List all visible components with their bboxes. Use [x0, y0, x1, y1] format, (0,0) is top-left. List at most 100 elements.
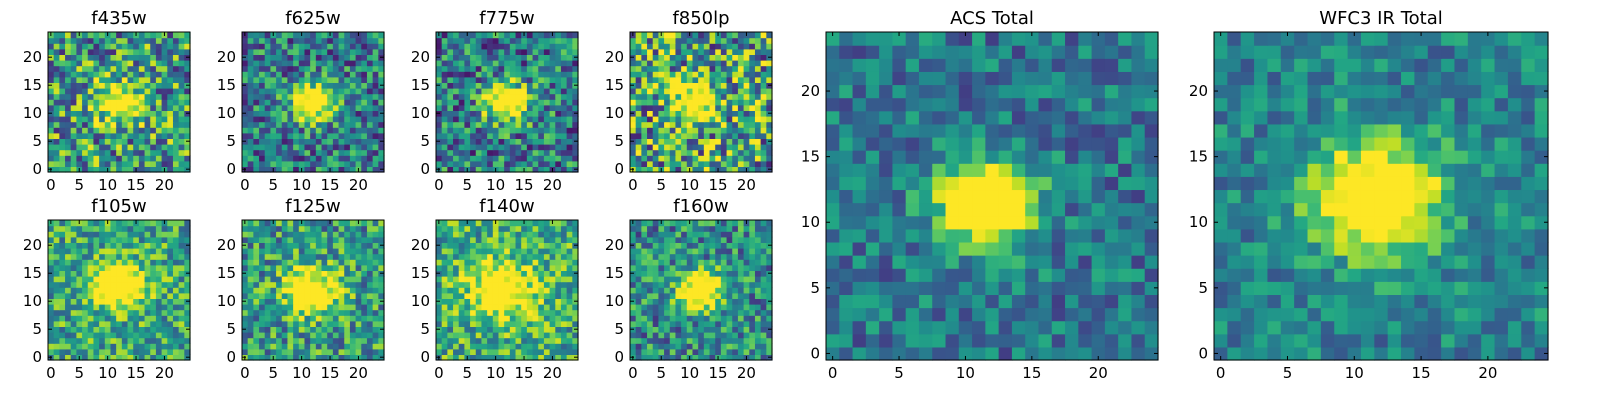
heatmap-cell: [458, 160, 465, 167]
heatmap-cell: [178, 315, 185, 322]
heatmap-cell: [652, 60, 659, 67]
heatmap-cell: [276, 104, 283, 111]
heatmap-cell: [276, 231, 283, 238]
heatmap-cell: [99, 315, 106, 322]
heatmap-cell: [298, 149, 306, 156]
heatmap-cell: [436, 88, 443, 95]
heatmap-cell: [526, 132, 534, 139]
heatmap-cell: [732, 99, 739, 106]
heatmap-cell: [526, 242, 534, 249]
heatmap-cell: [178, 121, 185, 128]
heatmap-cell: [321, 242, 328, 249]
y-tick-label: 5: [226, 320, 236, 338]
heatmap-cell: [133, 144, 140, 151]
heatmap-cell: [521, 281, 528, 288]
heatmap-cell: [138, 259, 146, 266]
heatmap-cell: [127, 43, 134, 50]
heatmap-cell: [321, 320, 328, 327]
heatmap-cell: [242, 121, 249, 128]
heatmap-cell: [675, 54, 682, 61]
heatmap-cell: [447, 82, 454, 89]
heatmap-cell: [116, 309, 123, 316]
heatmap-cell: [378, 160, 385, 167]
heatmap-cell: [464, 99, 471, 106]
heatmap-cell: [167, 43, 174, 50]
heatmap-cell: [332, 60, 340, 67]
heatmap-cell: [572, 304, 579, 311]
heatmap-cell: [470, 264, 477, 271]
heatmap-cell: [549, 253, 556, 260]
heatmap-cell: [247, 71, 254, 78]
heatmap-cell: [138, 225, 146, 232]
heatmap-cell: [549, 337, 556, 344]
heatmap-cell: [298, 292, 306, 299]
heatmap-cell: [715, 132, 722, 139]
heatmap-cell: [332, 225, 340, 232]
heatmap-cell: [110, 48, 117, 55]
heatmap-cell: [715, 99, 722, 106]
heatmap-cell: [436, 332, 443, 339]
heatmap-cell: [310, 149, 317, 156]
heatmap-cell: [532, 292, 539, 299]
heatmap-cell: [247, 309, 254, 316]
heatmap-cell: [658, 121, 665, 128]
heatmap-cell: [641, 76, 648, 83]
heatmap-cell: [658, 93, 665, 100]
heatmap-cell: [492, 231, 500, 238]
heatmap-cell: [515, 116, 522, 123]
heatmap-cell: [543, 155, 551, 162]
heatmap-cell: [76, 270, 83, 277]
heatmap-cell: [332, 155, 340, 162]
y-tick-label: 5: [614, 132, 624, 150]
x-tick-label: 0: [434, 176, 444, 194]
heatmap-cell: [475, 104, 483, 111]
heatmap-cell: [726, 276, 733, 283]
heatmap-cell: [150, 132, 157, 139]
heatmap-cell: [372, 248, 379, 255]
heatmap-cell: [178, 326, 185, 333]
heatmap-cell: [264, 110, 271, 117]
heatmap-cell: [281, 99, 289, 106]
heatmap-cell: [760, 354, 767, 361]
heatmap-cell: [178, 242, 185, 249]
heatmap-cell: [338, 37, 345, 44]
heatmap-cell: [532, 160, 539, 167]
y-tick-label: 15: [411, 264, 430, 282]
heatmap-cell: [504, 264, 511, 271]
heatmap-cell: [487, 138, 494, 145]
heatmap-cell: [332, 248, 340, 255]
heatmap-cell: [692, 99, 699, 106]
heatmap-cell: [298, 37, 306, 44]
heatmap-cell: [647, 166, 654, 173]
heatmap-cell: [127, 270, 134, 277]
heatmap-cell: [560, 348, 568, 355]
heatmap-cell: [332, 343, 340, 350]
heatmap-cell: [378, 348, 385, 355]
heatmap-cell: [155, 166, 163, 173]
heatmap-cell: [470, 127, 477, 134]
heatmap-cell: [76, 99, 83, 106]
heatmap-cell: [184, 287, 191, 294]
heatmap-cell: [658, 37, 665, 44]
heatmap-cell: [59, 287, 66, 294]
heatmap-cell: [253, 287, 260, 294]
heatmap-cell: [59, 348, 66, 355]
heatmap-cell: [70, 43, 77, 50]
heatmap-cell: [504, 337, 511, 344]
heatmap-cell: [59, 326, 66, 333]
heatmap-cell: [560, 166, 568, 173]
heatmap-cell: [441, 138, 448, 145]
heatmap-cell: [264, 116, 271, 123]
heatmap-cell: [276, 236, 283, 243]
heatmap-cell: [310, 326, 317, 333]
heatmap-cell: [692, 76, 699, 83]
heatmap-cell: [349, 138, 357, 145]
heatmap-cell: [509, 60, 517, 67]
heatmap-cell: [481, 160, 488, 167]
heatmap-cell: [686, 332, 694, 339]
y-tick-label: 10: [23, 104, 42, 122]
heatmap-cell: [178, 60, 185, 67]
heatmap-cell: [681, 309, 688, 316]
heatmap-cell: [652, 281, 659, 288]
heatmap-cell: [498, 149, 505, 156]
